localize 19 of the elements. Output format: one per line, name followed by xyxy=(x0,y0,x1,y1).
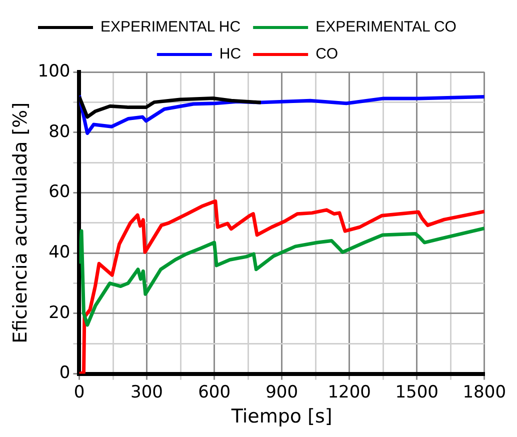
y-tick-label: 80 xyxy=(48,122,70,142)
x-tick-label: 600 xyxy=(198,382,231,402)
x-tick-label: 1800 xyxy=(462,382,506,402)
y-tick-label: 100 xyxy=(38,61,70,82)
legend-label: EXPERIMENTAL HC xyxy=(100,18,241,36)
legend-label: CO xyxy=(316,46,338,63)
x-tick-label: 1200 xyxy=(328,382,371,402)
legend-label: EXPERIMENTAL CO xyxy=(316,18,456,36)
x-tick-label: 0 xyxy=(74,382,85,402)
y-tick-label: 60 xyxy=(48,182,70,202)
legend-label: HC xyxy=(219,46,242,63)
x-tick-label: 900 xyxy=(266,382,298,402)
y-axis-title: Eficiencia acumulada [%] xyxy=(9,102,32,344)
x-tick-label: 300 xyxy=(130,382,163,402)
y-tick-label: 40 xyxy=(48,242,70,262)
y-tick-label: 0 xyxy=(59,363,70,384)
x-tick-label: 1500 xyxy=(395,382,438,402)
y-tick-label: 20 xyxy=(48,302,70,323)
x-axis-title: Tiempo [s] xyxy=(230,406,332,428)
